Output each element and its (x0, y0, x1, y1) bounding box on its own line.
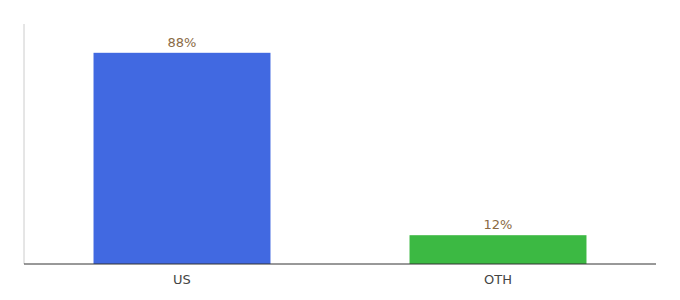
bar (94, 53, 271, 264)
data-label: 12% (484, 217, 513, 232)
bars (94, 53, 587, 264)
data-label: 88% (168, 35, 197, 50)
y-axis-line (24, 24, 25, 264)
x-tick-label: US (173, 272, 191, 287)
chart-container: US OTH 88% 12% (0, 0, 680, 300)
x-tick-label: OTH (484, 272, 512, 287)
bar (410, 235, 587, 264)
chart: US OTH 88% 12% (0, 0, 680, 300)
x-axis-line (24, 264, 656, 265)
